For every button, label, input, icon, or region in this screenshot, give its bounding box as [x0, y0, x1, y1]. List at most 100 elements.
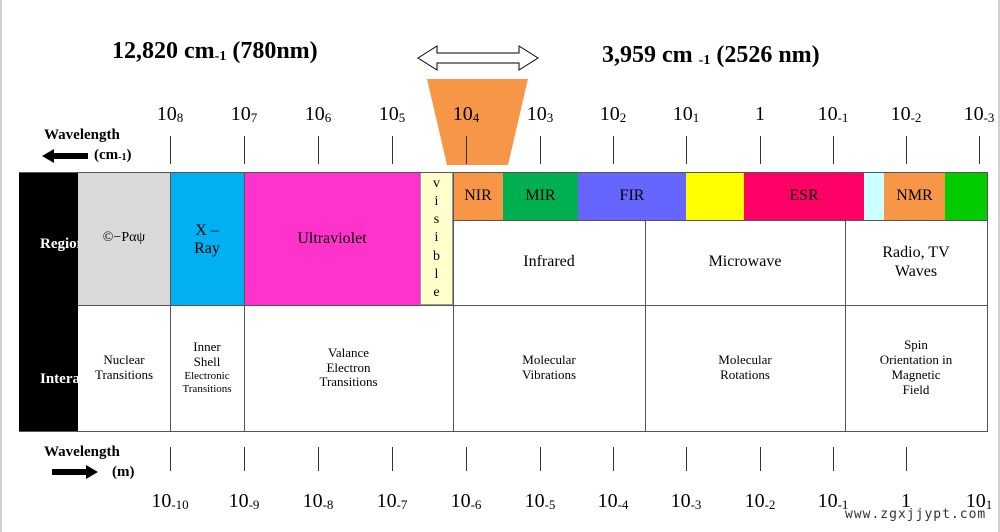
interaction-inner-line1: Inner	[193, 339, 221, 355]
right-frame-border	[998, 0, 1000, 532]
band-fir-label: FIR	[619, 186, 645, 204]
bottom-axis-tick-label: 10-10	[135, 490, 205, 513]
visible-letter: s	[433, 212, 440, 228]
bottom-axis-tick-mark	[906, 447, 907, 471]
grid-band-bottom	[453, 220, 987, 221]
bottom-axis-tick-base: 10	[302, 490, 323, 512]
band-green	[945, 172, 987, 220]
interaction-molrot-line2: Rotations	[720, 367, 770, 382]
top-axis-tick-mark	[979, 136, 980, 164]
top-axis-tick-exponent: 5	[398, 110, 406, 125]
band-nmr: NMR	[884, 172, 945, 220]
top-axis-tick-base: 10	[890, 103, 911, 125]
bottom-axis-tick-label: 10-7	[357, 490, 427, 513]
header-right-value: 3,959 cm -1 (2526 nm)	[602, 42, 820, 69]
bottom-axis-unit-text: (m)	[112, 464, 135, 480]
top-axis-tick-exponent: 6	[324, 110, 332, 125]
top-axis-tick-mark	[686, 136, 687, 164]
bottom-axis-tick-base: 1	[901, 490, 911, 512]
bottom-axis-tick-base: 10	[450, 490, 471, 512]
region-radio: Radio, TV Waves	[845, 220, 987, 305]
top-axis-tick-mark	[906, 136, 907, 164]
bottom-axis-tick-mark	[466, 447, 467, 471]
row-label-interaction: Intera	[40, 371, 80, 387]
top-axis-tick-label: 106	[283, 103, 353, 126]
top-axis-tick-base: 10	[230, 103, 251, 125]
bottom-axis-tick-exponent: -8	[322, 497, 334, 512]
top-axis-unit-open: (cm	[94, 147, 119, 163]
region-microwave: Microwave	[645, 220, 845, 305]
visible-letter: e	[433, 284, 440, 300]
band-fir: FIR	[578, 172, 686, 220]
top-axis-tick-label: 104	[431, 103, 501, 126]
top-axis-tick-label: 1	[725, 103, 795, 126]
band-nir-label: NIR	[464, 186, 492, 204]
bottom-axis-tick-mark	[392, 447, 393, 471]
region-microwave-label: Microwave	[708, 253, 782, 271]
bottom-axis-tick-exponent: -4	[617, 497, 629, 512]
top-axis-tick-base: 1	[755, 103, 765, 125]
left-frame-border	[0, 0, 2, 532]
header-left-number: 12,820 cm	[112, 38, 215, 64]
grid-v1	[170, 172, 171, 431]
header-left-nm: (780nm)	[226, 38, 318, 64]
top-axis-tick-mark	[244, 136, 245, 164]
visible-letter: b	[433, 248, 440, 264]
interaction-valance-line2: Electron	[326, 359, 371, 375]
interaction-valance-line3: Transitions	[319, 374, 378, 390]
bottom-axis-tick-base: 10	[376, 490, 397, 512]
interaction-molvib-line1: Molecular	[522, 352, 576, 368]
top-axis-unit-close: )	[126, 147, 132, 163]
interaction-inner-line3: Electronic	[184, 370, 230, 383]
bottom-axis-tick-mark	[170, 447, 171, 471]
grid-bottom	[19, 431, 987, 432]
band-mir: MIR	[503, 172, 578, 220]
bottom-axis-tick-mark	[760, 447, 761, 471]
region-ultraviolet-label: Ultraviolet	[297, 230, 367, 247]
top-axis-tick-mark	[318, 136, 319, 164]
top-axis-tick-exponent: 4	[472, 110, 480, 125]
bottom-axis-tick-label: 10-6	[431, 490, 501, 513]
top-axis-tick-exponent: -1	[837, 110, 849, 125]
header-right-number: 3,959 cm	[602, 42, 699, 68]
interaction-inner-shell: Inner Shell Electronic Transitions	[170, 305, 244, 431]
bottom-axis-tick-exponent: -6	[470, 497, 482, 512]
interaction-molrot-line1: Molecular	[718, 352, 772, 368]
top-axis-tick-mark	[760, 136, 761, 164]
top-axis-tick-exponent: 7	[250, 110, 258, 125]
bottom-axis-tick-exponent: -7	[396, 497, 408, 512]
band-yellow	[686, 172, 744, 220]
top-axis-tick-mark	[466, 136, 467, 164]
watermark-text: www.zgxjjypt.com	[845, 507, 987, 522]
top-axis-unit: (cm-1)	[94, 147, 132, 164]
grid-mid	[78, 305, 987, 306]
top-axis-tick-mark	[613, 136, 614, 164]
grid-v5	[845, 220, 846, 431]
top-axis-tick-label: 108	[135, 103, 205, 126]
region-ultraviolet: Ultraviolet	[244, 172, 420, 305]
top-axis-tick-exponent: 2	[619, 110, 627, 125]
interaction-nuclear: Nuclear Transitions	[78, 305, 170, 431]
region-radio-line1: Radio, TV	[882, 244, 950, 262]
region-xray-line2: Ray	[194, 240, 220, 258]
visible-letter: v	[433, 175, 440, 191]
top-axis-tick-base: 10	[452, 103, 473, 125]
interaction-nuclear-line1: Nuclear	[103, 352, 145, 368]
bottom-axis-tick-base: 10	[965, 490, 986, 512]
region-infrared-label: Infrared	[523, 253, 575, 271]
interaction-inner-line4: Transitions	[182, 382, 232, 395]
interaction-valance: Valance Electron Transitions	[244, 305, 453, 431]
bottom-axis-tick-mark	[540, 447, 541, 471]
bottom-axis-tick-label: 10-8	[283, 490, 353, 513]
region-visible: v i s i b l e	[420, 172, 453, 305]
top-axis-tick-exponent: -3	[983, 110, 995, 125]
bottom-axis-tick-exponent: -3	[690, 497, 702, 512]
bottom-axis-tick-mark	[833, 447, 834, 471]
header-left-exponent: -1	[214, 49, 227, 64]
region-xray: X – Ray	[170, 172, 244, 305]
bottom-axis-tick-base: 10	[151, 490, 172, 512]
top-axis-tick-label: 10-1	[798, 103, 868, 126]
nir-highlight-trapezoid	[427, 79, 528, 165]
interaction-molvib-line2: Vibrations	[521, 367, 577, 382]
nir-highlight-graphic	[417, 45, 539, 165]
